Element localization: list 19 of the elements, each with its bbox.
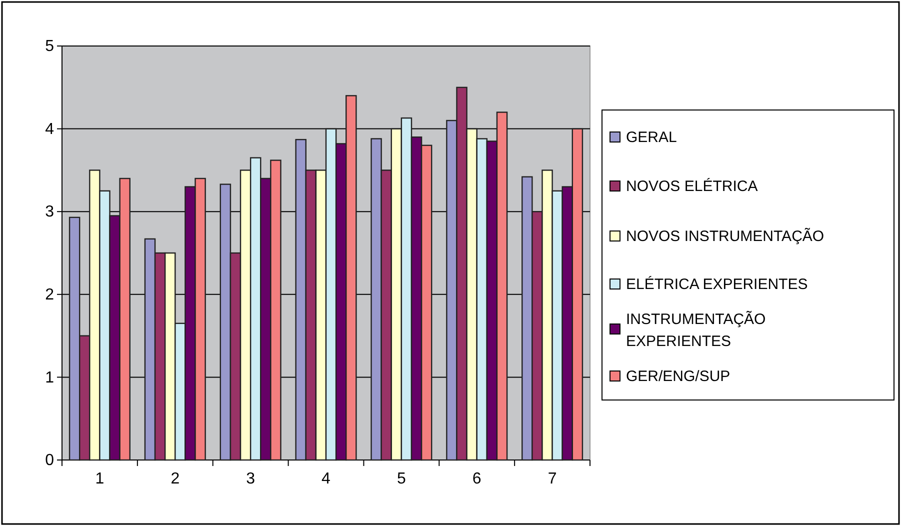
- x-tick-label: 5: [396, 470, 406, 488]
- x-tick-label: 2: [170, 470, 180, 488]
- legend-label: GERAL: [626, 129, 677, 146]
- x-tick-label: 4: [322, 470, 331, 488]
- y-tick-label: 0: [45, 452, 54, 470]
- legend-label: INSTRUMENTAÇÃO EXPERIENTES: [626, 310, 766, 350]
- x-tick-label: 7: [548, 470, 557, 488]
- x-tick-label: 1: [95, 470, 104, 488]
- legend-label: GER/ENG/SUP: [626, 368, 730, 385]
- legend-label: ELÉTRICA EXPERIENTES: [626, 275, 808, 293]
- y-tick-label: 5: [45, 38, 54, 56]
- legend-label: NOVOS INSTRUMENTAÇÃO: [626, 227, 824, 245]
- x-tick-label: 6: [472, 470, 482, 488]
- legend-label: NOVOS ELÉTRICA: [626, 177, 758, 195]
- y-tick-label: 4: [45, 120, 54, 138]
- y-tick-label: 1: [45, 369, 54, 386]
- y-tick-label: 2: [45, 286, 54, 304]
- y-tick-label: 3: [45, 204, 54, 221]
- x-tick-label: 3: [246, 470, 256, 488]
